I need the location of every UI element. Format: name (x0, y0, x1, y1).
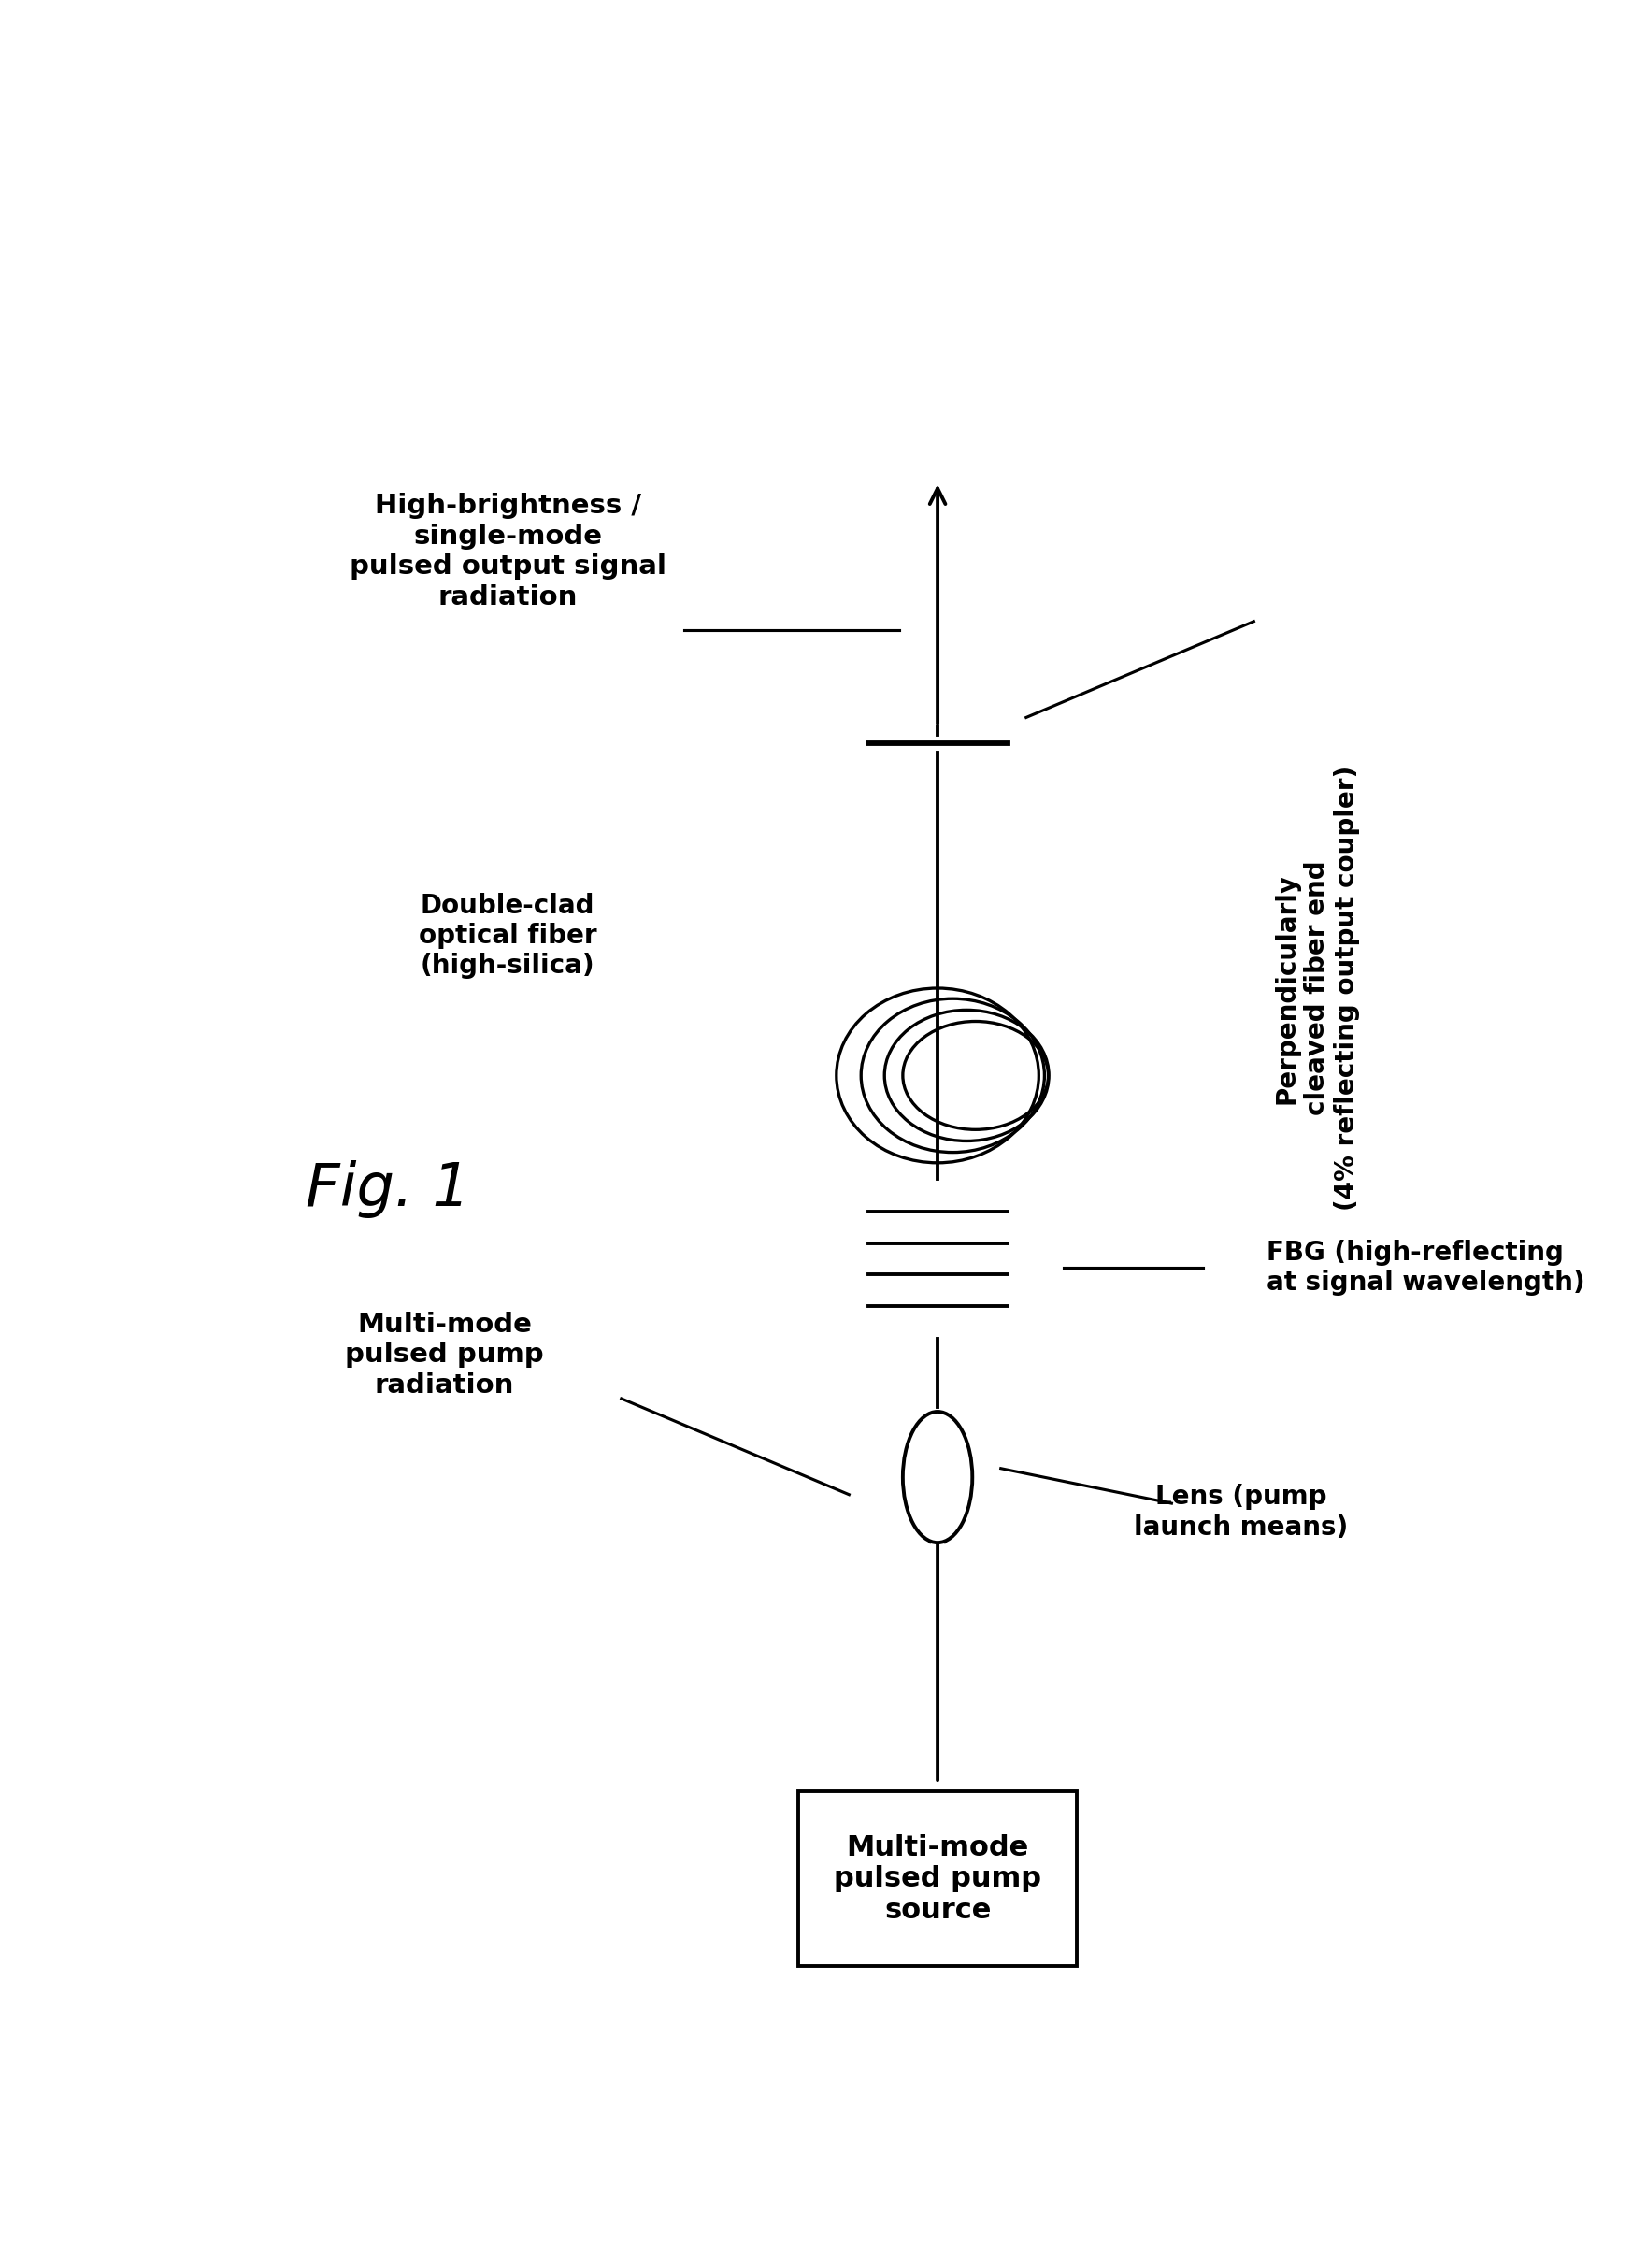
Ellipse shape (902, 1411, 973, 1542)
Text: High-brightness /
single-mode
pulsed output signal
radiation: High-brightness / single-mode pulsed out… (349, 492, 666, 610)
Text: Multi-mode
pulsed pump
source: Multi-mode pulsed pump source (834, 1835, 1041, 1923)
Text: Fig. 1: Fig. 1 (305, 1159, 470, 1218)
Text: Double-clad
optical fiber
(high-silica): Double-clad optical fiber (high-silica) (418, 891, 597, 980)
FancyBboxPatch shape (798, 1792, 1077, 1966)
Text: Multi-mode
pulsed pump
radiation: Multi-mode pulsed pump radiation (344, 1311, 543, 1399)
Text: Perpendicularly
cleaved fiber end
(4% reflecting output coupler): Perpendicularly cleaved fiber end (4% re… (1273, 767, 1361, 1211)
Text: Lens (pump
launch means): Lens (pump launch means) (1134, 1483, 1348, 1540)
Text: FBG (high-reflecting
at signal wavelength): FBG (high-reflecting at signal wavelengt… (1266, 1238, 1585, 1295)
